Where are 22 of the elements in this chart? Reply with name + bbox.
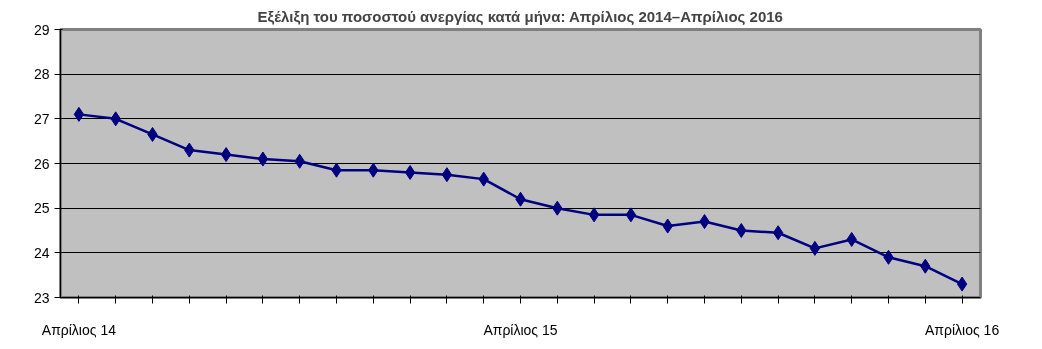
y-tick-label: 28: [33, 66, 50, 83]
y-tick-label: 27: [33, 110, 50, 127]
point: [625, 207, 637, 223]
y-tick-label: 23: [33, 289, 50, 306]
y-tick-label: 26: [33, 155, 50, 172]
x-tick-label: Απρίλιος 16: [925, 321, 1000, 338]
point: [73, 106, 85, 122]
y-tick-label: 25: [33, 200, 50, 217]
point: [588, 207, 600, 223]
point: [736, 223, 747, 238]
y-tick-label: 24: [33, 244, 50, 261]
x-tick-label: Απρίλιος 14: [41, 321, 117, 338]
point: [809, 240, 821, 256]
y-tick-label: 29: [33, 21, 50, 38]
point: [220, 147, 232, 163]
point: [257, 151, 269, 167]
point: [956, 276, 968, 292]
chart-title: Εξέλιξη του ποσοστού ανεργίας κατά μήνα: Απρίλιος 2014–Απρίλιος 2016: [257, 7, 783, 25]
point: [772, 225, 784, 241]
point: [441, 167, 453, 183]
x-tick-label: Απρίλιος 15: [483, 321, 558, 338]
point: [404, 164, 416, 180]
